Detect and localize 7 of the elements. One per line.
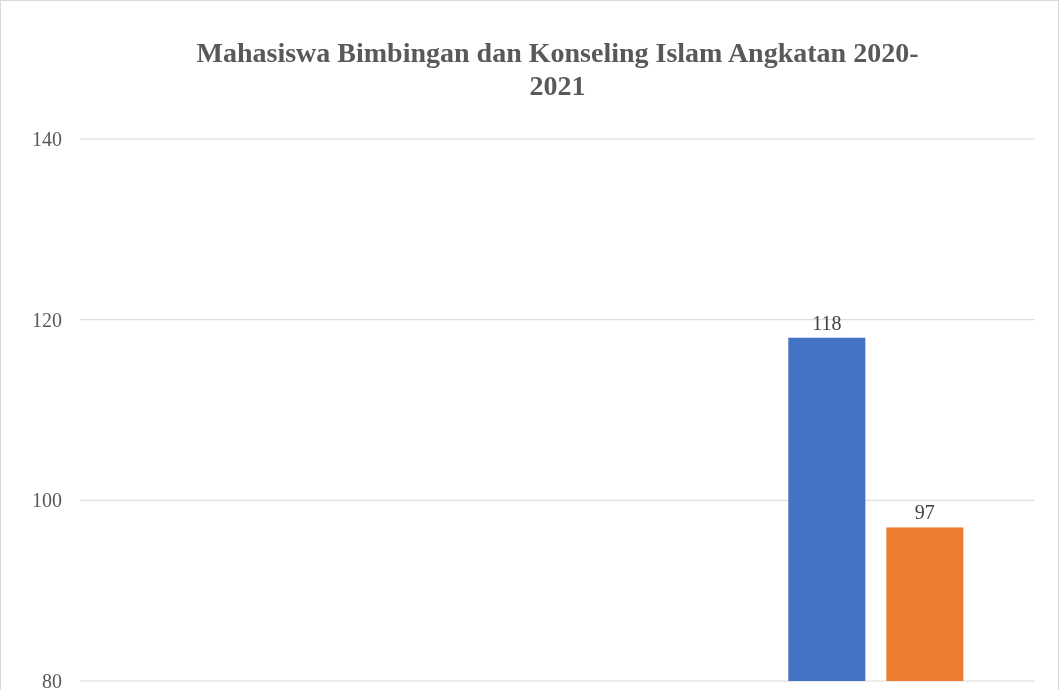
data-label: 97 xyxy=(914,501,935,524)
data-label: 118 xyxy=(812,311,842,334)
chart-title: Mahasiswa Bimbingan dan Konseling Islam Angkatan 2020-2021 xyxy=(196,37,919,101)
y-tick-label: 120 xyxy=(32,308,62,331)
y-tick-label: 100 xyxy=(32,489,62,512)
y-tick-label: 80 xyxy=(42,670,62,690)
y-tick-label: 140 xyxy=(32,128,62,150)
